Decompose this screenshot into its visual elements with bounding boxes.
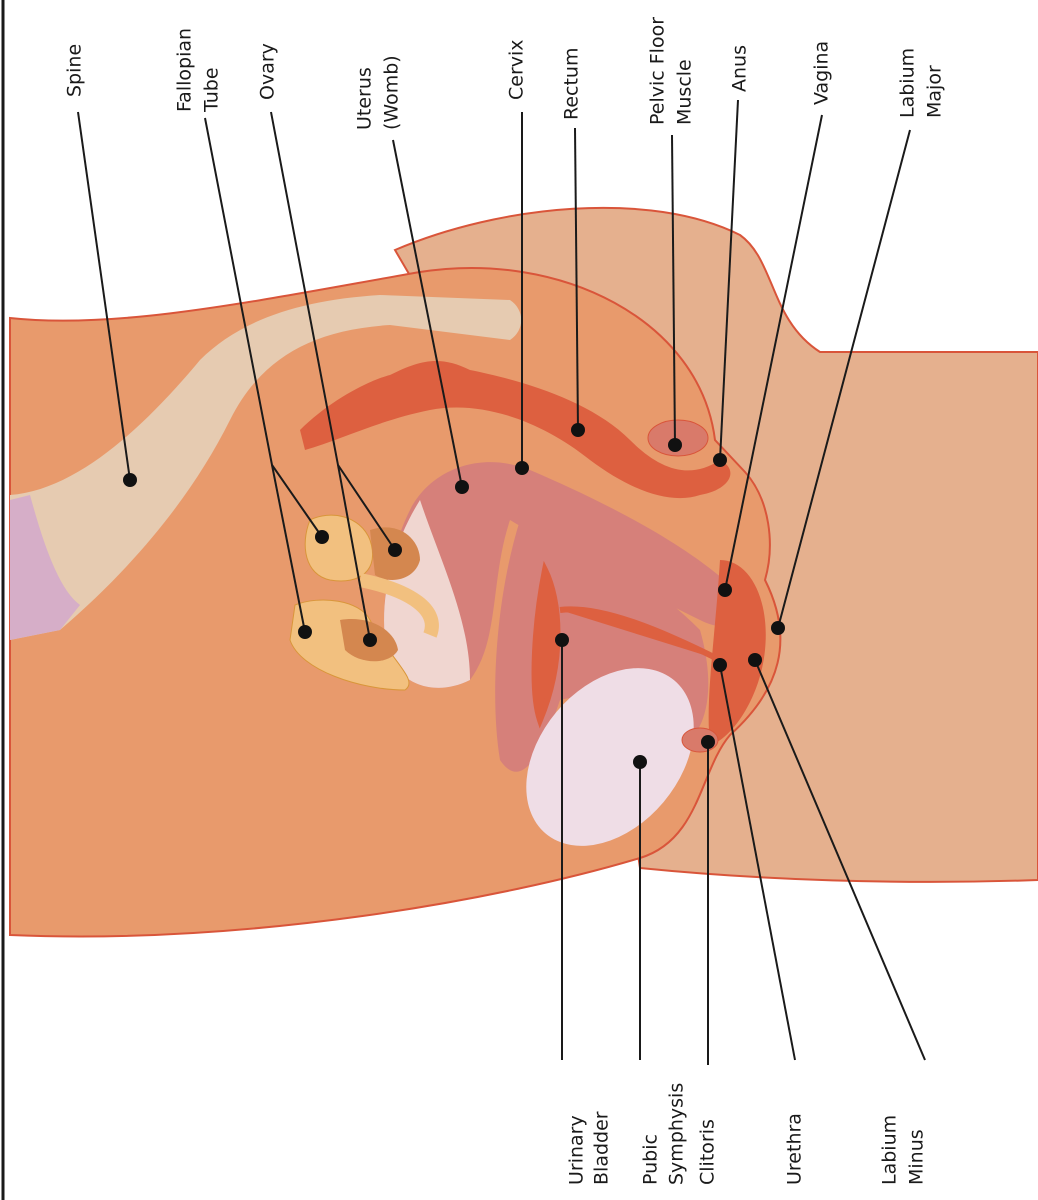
label-text: Urinary (566, 1115, 588, 1185)
leader-line (777, 129, 911, 629)
label-text: Bladder (591, 1111, 613, 1185)
label-text: Major (924, 65, 946, 118)
marker-dot (555, 633, 569, 647)
label-text: Spine (64, 44, 86, 97)
dots (123, 423, 785, 769)
label-text: Labium (879, 1115, 901, 1185)
uterus (384, 462, 745, 688)
marker-dot (713, 658, 727, 672)
label-text: Labium (897, 48, 919, 118)
leader-line (392, 139, 463, 488)
label-text: Uterus (354, 67, 376, 130)
label-text: (Womb) (381, 55, 403, 130)
leader-lines (77, 99, 926, 1065)
marker-dot (668, 438, 682, 452)
pelvic-floor-muscle (647, 419, 709, 457)
label-text: Rectum (561, 48, 583, 120)
marker-dot (298, 625, 312, 639)
marker-dot (633, 755, 647, 769)
leader-line (574, 127, 579, 431)
leader-line (719, 99, 739, 461)
marker-dot (388, 543, 402, 557)
marker-dot (315, 530, 329, 544)
leader-line (671, 134, 676, 446)
leader-line (77, 111, 131, 481)
leader-line (724, 114, 823, 591)
label-text: Anus (729, 45, 751, 92)
label-text: Minus (906, 1129, 928, 1185)
marker-dot (515, 461, 529, 475)
label-text: Pelvic Floor (647, 17, 669, 125)
marker-dot (701, 735, 715, 749)
label-text: Tube (201, 67, 223, 113)
spine (10, 295, 522, 640)
pubic-symphysis (526, 668, 694, 846)
leader-line (271, 464, 306, 633)
marker-dot (718, 583, 732, 597)
label-text: Symphysis (666, 1083, 688, 1185)
marker-dot (571, 423, 585, 437)
marker-dot (771, 621, 785, 635)
bladder-lining (531, 560, 722, 729)
label-text: Clitoris (697, 1119, 719, 1185)
marker-dot (748, 653, 762, 667)
leader-line (337, 464, 371, 641)
label-text: Urethra (784, 1113, 806, 1185)
label-text: Ovary (257, 43, 279, 100)
label-text: Cervix (506, 39, 528, 100)
leader-line (719, 664, 796, 1061)
illustration (9, 206, 1038, 938)
leader-line (754, 659, 926, 1061)
vertebra-disc (10, 495, 80, 640)
labels: Spine Fallopian Tube Ovary Uterus (Womb) Cervi… (64, 17, 946, 1185)
label-text: Muscle (674, 59, 696, 125)
marker-dot (123, 473, 137, 487)
marker-dot (455, 480, 469, 494)
tube-loop (358, 573, 439, 638)
label-text: Fallopian (174, 28, 196, 112)
marker-dot (713, 453, 727, 467)
vagina-labia (708, 560, 766, 745)
marker-dot (363, 633, 377, 647)
label-text: Vagina (811, 41, 833, 105)
label-text: Pubic (640, 1134, 662, 1185)
rectum (300, 360, 731, 499)
